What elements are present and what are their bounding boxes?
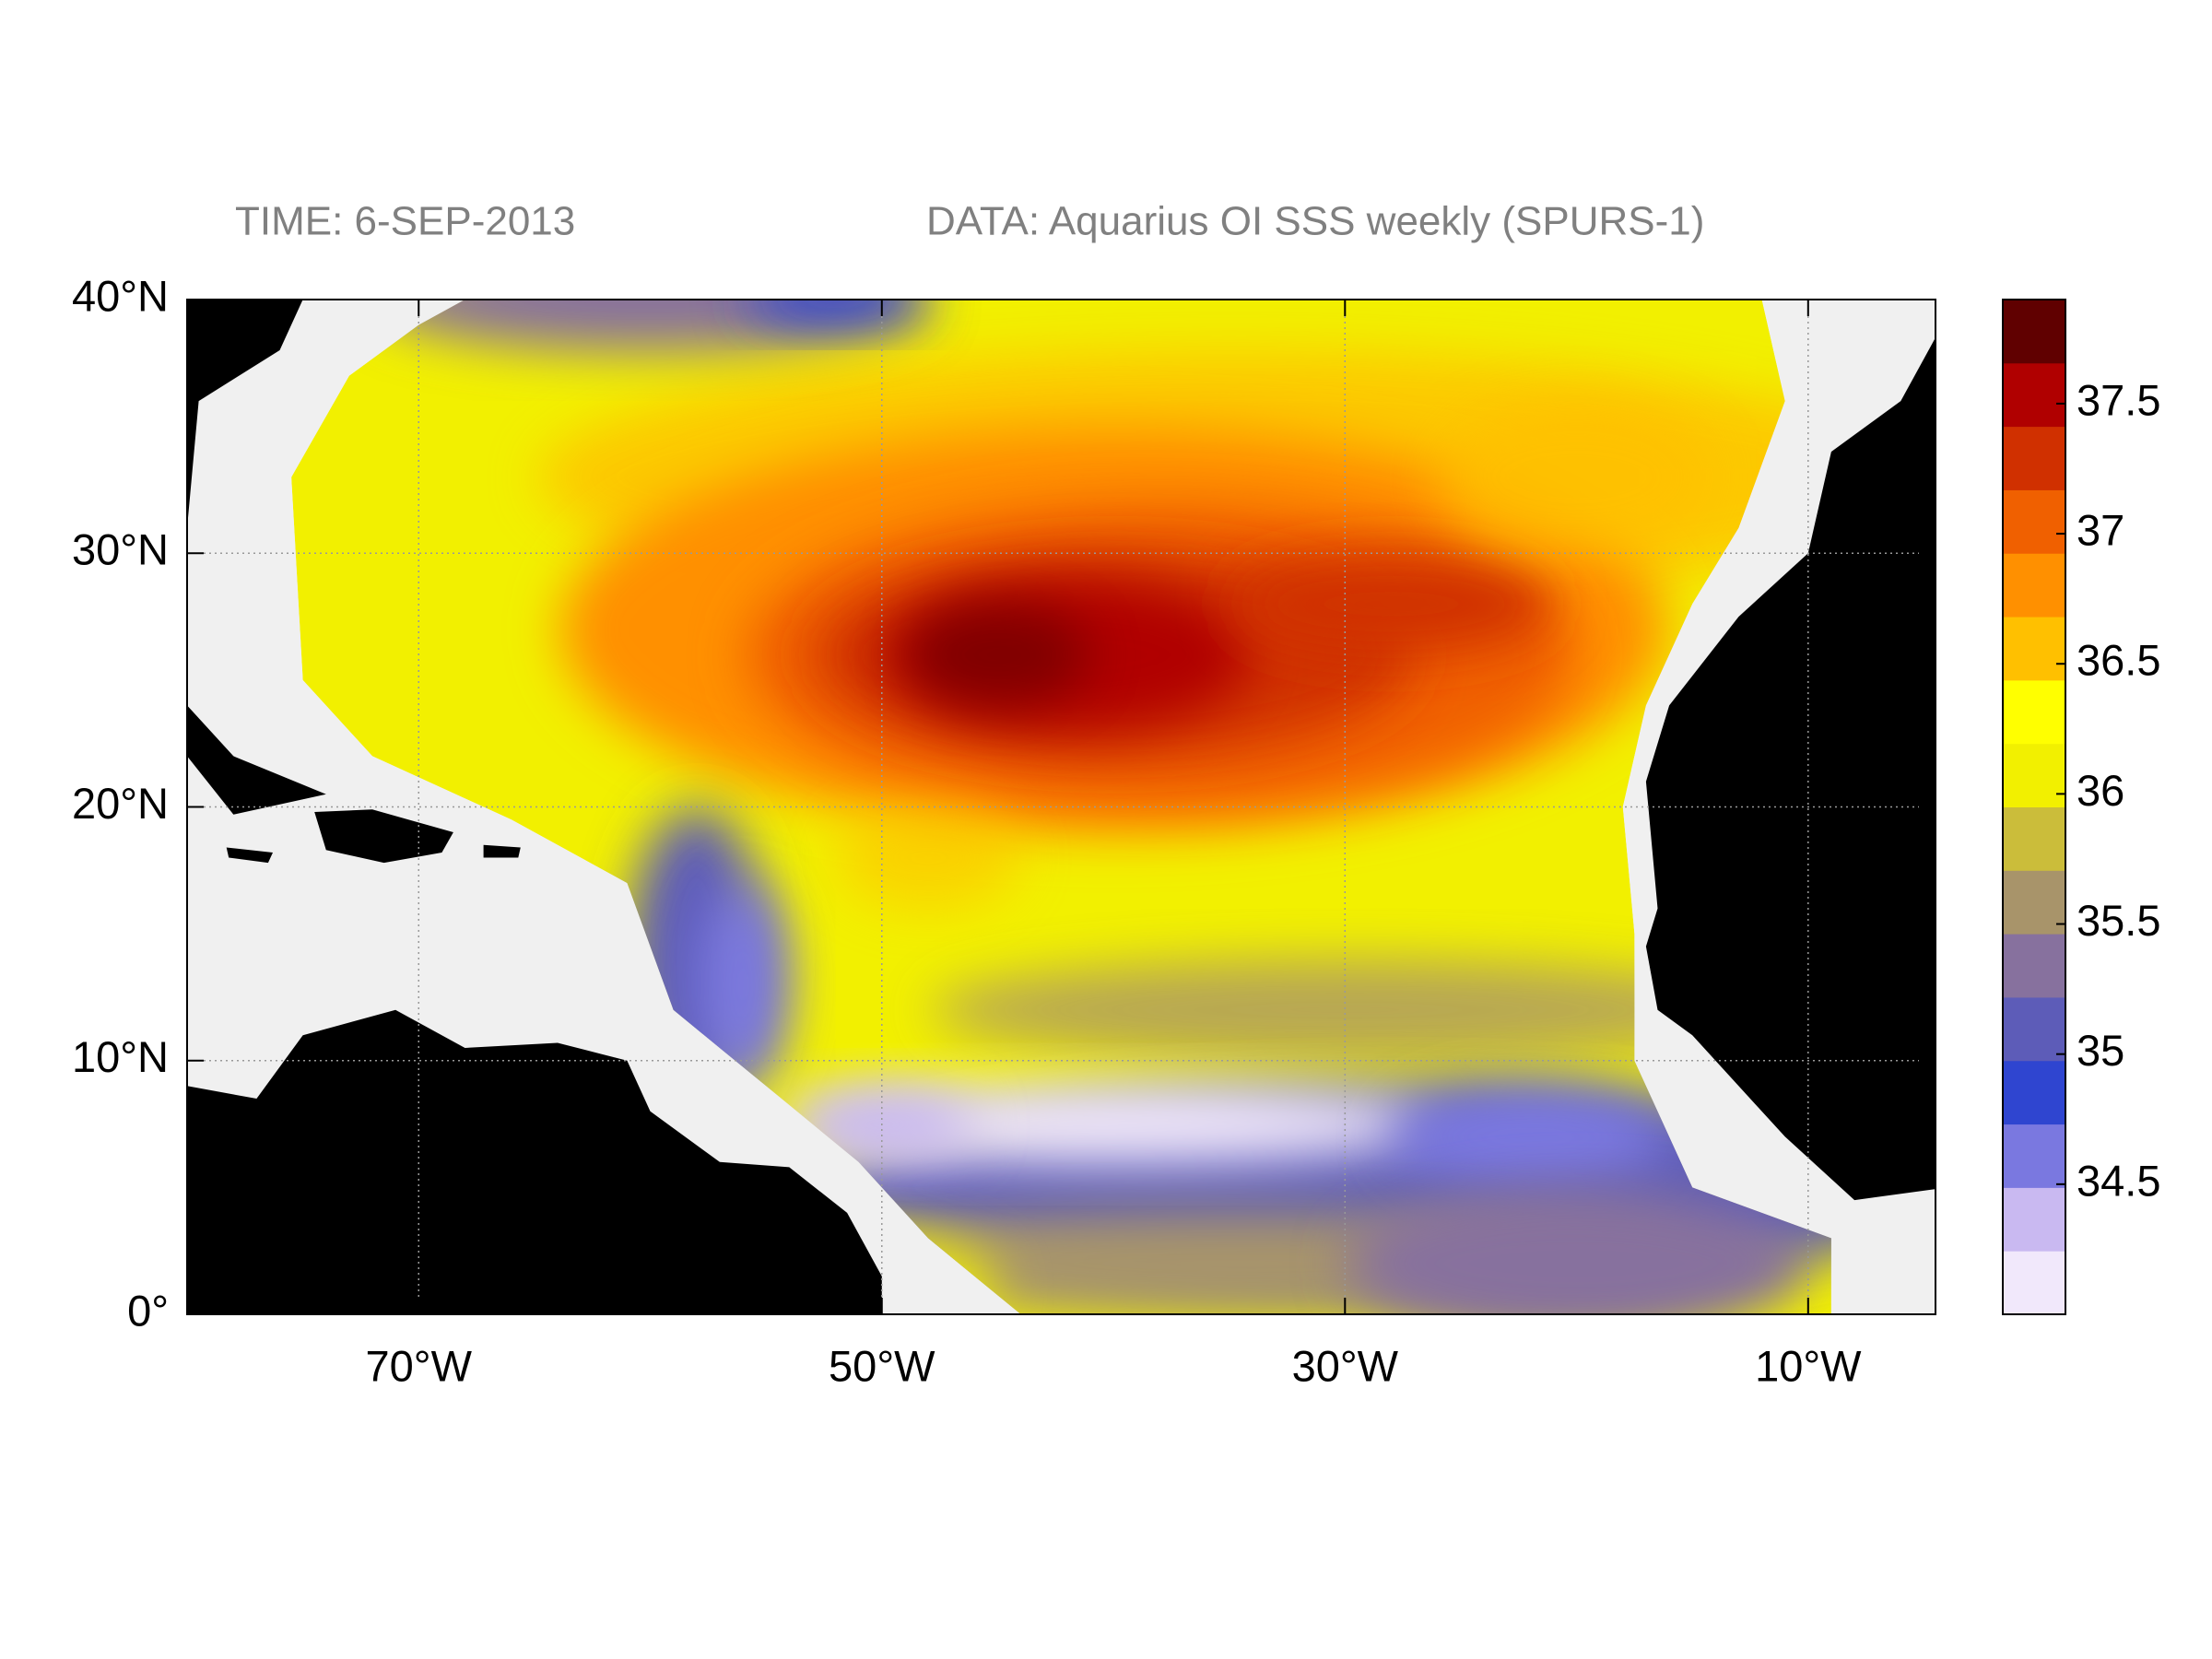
south-america [187, 1009, 882, 1314]
colorbar-swatch [2003, 553, 2065, 618]
field-blob [1346, 1187, 1807, 1314]
y-tick-label: 20°N [72, 779, 169, 828]
field-blob [1230, 553, 1553, 655]
plot-frame [186, 299, 1936, 1315]
colorbar-swatch [2003, 996, 2065, 1062]
x-tick-label: 30°W [1292, 1341, 1399, 1390]
colorbar-swatch [2003, 1124, 2065, 1188]
colorbar-swatch [2003, 300, 2065, 364]
y-tick-label: 10°N [72, 1032, 169, 1081]
field-blob [930, 959, 1760, 1061]
colorbar-swatch [2003, 1187, 2065, 1252]
colorbar-swatch [2003, 870, 2065, 935]
y-tick-label: 40°N [72, 271, 169, 320]
time-label: TIME: 6-SEP-2013 [235, 199, 575, 244]
x-tick-label: 70°W [366, 1341, 473, 1390]
y-tick-label: 0° [127, 1286, 169, 1335]
x-tick-label: 10°W [1755, 1341, 1862, 1390]
y-tick-label: 30°N [72, 525, 169, 574]
hispaniola [314, 809, 453, 864]
colorbar-swatch [2003, 617, 2065, 681]
puerto-rico [483, 844, 521, 858]
colorbar-swatch [2003, 806, 2065, 871]
colorbar: 34.5 35 35.5 36 36.5 37 37.5 [2002, 299, 2160, 1315]
colorbar-swatch [2003, 679, 2065, 745]
florida [187, 300, 303, 528]
colorbar-tick-label: 35.5 [2077, 896, 2160, 945]
x-tick-label: 50°W [829, 1341, 935, 1390]
colorbar-swatch [2003, 426, 2065, 490]
field-blob [836, 806, 1021, 909]
colorbar-tick-label: 37 [2077, 505, 2124, 554]
colorbar-swatch [2003, 1060, 2065, 1125]
colorbar-swatch [2003, 934, 2065, 998]
field-blob [697, 883, 790, 1087]
data-label: DATA: Aquarius OI SSS weekly (SPURS-1) [926, 199, 1704, 244]
jamaica [226, 847, 273, 864]
field-blob [1438, 401, 1715, 554]
field-blob [1392, 1086, 1669, 1188]
colorbar-tick-label: 36 [2077, 766, 2124, 815]
field-blob [905, 604, 1090, 706]
central-america [187, 654, 326, 815]
colorbar-tick-label: 34.5 [2077, 1156, 2160, 1205]
field-blob [373, 300, 927, 350]
colorbar-swatch [2003, 1251, 2065, 1315]
colorbar-swatch [2003, 489, 2065, 554]
colorbar-tick-label: 37.5 [2077, 375, 2160, 424]
colorbar-swatch [2003, 743, 2065, 807]
colorbar-swatch [2003, 362, 2065, 428]
colorbar-tick-label: 36.5 [2077, 636, 2160, 685]
colorbar-tick-label: 35 [2077, 1026, 2124, 1075]
colorbar-frame [2002, 299, 2066, 1315]
